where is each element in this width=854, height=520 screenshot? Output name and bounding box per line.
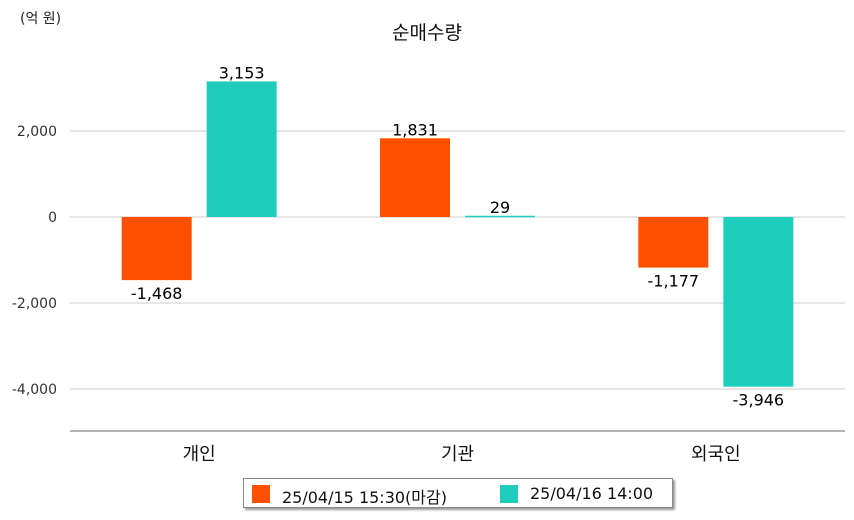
x-tick-label: 기관 xyxy=(441,444,474,465)
bar xyxy=(380,138,450,217)
legend-label-series-2: 25/04/16 14:00 xyxy=(530,484,654,503)
y-tick-label: -2,000 xyxy=(12,296,57,312)
legend-label-series-1: 25/04/15 15:30(마감) xyxy=(282,488,447,507)
x-tick-label: 외국인 xyxy=(691,444,741,465)
bar xyxy=(638,217,709,268)
data-label: 29 xyxy=(490,198,510,217)
bar-chart: 2,000 0 -2,000 -4,000 -1,468 3,153 개인 1,831 29 기관… xyxy=(12,63,845,465)
chart-title: 순매수량 xyxy=(392,22,462,44)
y-tick-label: 0 xyxy=(48,210,57,226)
data-label: -1,468 xyxy=(131,284,183,303)
bar xyxy=(206,81,277,218)
y-tick-label: 2,000 xyxy=(17,124,57,140)
data-label: -1,177 xyxy=(648,272,700,291)
legend-swatch-series-2 xyxy=(500,485,518,503)
legend: 25/04/15 15:30(마감) 25/04/16 14:00 xyxy=(243,478,673,508)
bar xyxy=(465,215,535,218)
legend-swatch-series-1 xyxy=(252,485,270,503)
bar xyxy=(121,217,192,281)
y-tick-label: -4,000 xyxy=(12,382,57,398)
bar xyxy=(723,217,794,387)
data-label: 1,831 xyxy=(392,120,438,139)
data-label: 3,153 xyxy=(219,63,265,82)
data-label: -3,946 xyxy=(733,391,785,410)
x-tick-label: 개인 xyxy=(183,444,216,465)
unit-label: (억 원) xyxy=(20,11,62,27)
